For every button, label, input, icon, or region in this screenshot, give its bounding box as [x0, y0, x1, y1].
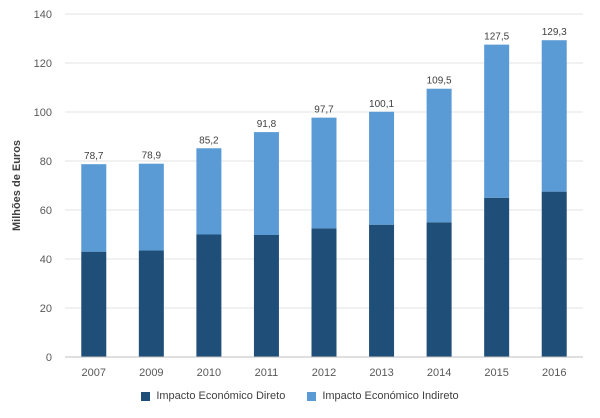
legend-label-direto: Impacto Económico Direto — [156, 390, 286, 402]
x-tick-label: 2016 — [542, 367, 566, 379]
y-tick-label: 100 — [34, 107, 52, 119]
y-tick-label: 20 — [40, 303, 52, 315]
y-axis-ticks: 0 20 40 60 80 100 120 140 — [34, 9, 52, 364]
x-tick-label: 2007 — [82, 367, 106, 379]
bar-indireto — [253, 132, 279, 235]
y-tick-label: 140 — [34, 9, 52, 21]
legend-swatch-indireto — [307, 391, 317, 401]
y-tick-label: 120 — [34, 58, 52, 70]
bar-total-label: 100,1 — [369, 99, 394, 110]
legend-item-indireto: Impacto Económico Indireto — [307, 390, 459, 402]
x-tick-label: 2015 — [484, 367, 508, 379]
y-axis-label: Milhões de Euros — [11, 140, 23, 231]
bar-total-label: 129,3 — [542, 27, 567, 38]
x-axis-ticks: 2007 2009 2010 2011 2012 2013 2014 2015 2016 — [82, 367, 567, 379]
legend: Impacto Económico Direto Impacto Económi… — [0, 390, 600, 402]
bar-direto — [81, 251, 107, 357]
bar-total-label: 109,5 — [427, 76, 452, 87]
bar-indireto — [369, 111, 395, 225]
bar-indireto — [81, 164, 107, 252]
bar-total-label: 85,2 — [199, 135, 219, 146]
bar-total-label: 97,7 — [314, 105, 334, 116]
bar-indireto — [484, 44, 510, 198]
bar-indireto — [426, 88, 452, 223]
total-labels: 78,7 78,9 85,2 91,8 97,7 100,1 109,5 127,5 129,3 — [84, 27, 567, 162]
x-tick-label: 2009 — [139, 367, 163, 379]
legend-swatch-direto — [141, 391, 151, 401]
bar-indireto — [196, 148, 222, 235]
bar-total-label: 78,7 — [84, 151, 104, 162]
x-tick-label: 2013 — [369, 367, 393, 379]
bar-direto — [138, 250, 164, 357]
legend-item-direto: Impacto Económico Direto — [141, 390, 285, 402]
bar-direto — [484, 197, 510, 357]
y-tick-label: 80 — [40, 156, 52, 168]
bar-direto — [541, 191, 567, 357]
bar-total-label: 78,9 — [142, 151, 162, 162]
x-tick-label: 2010 — [197, 367, 221, 379]
bar-indireto — [138, 163, 164, 251]
x-tick-label: 2012 — [312, 367, 336, 379]
bar-direto — [369, 224, 395, 357]
bar-direto — [196, 234, 222, 357]
bar-total-label: 127,5 — [484, 32, 509, 43]
bar-total-label: 91,8 — [257, 119, 277, 130]
bar-direto — [426, 222, 452, 357]
legend-label-indireto: Impacto Económico Indireto — [322, 390, 459, 402]
y-tick-label: 40 — [40, 254, 52, 266]
bar-direto — [311, 228, 337, 357]
y-tick-label: 60 — [40, 205, 52, 217]
x-tick-label: 2014 — [427, 367, 451, 379]
bars — [81, 40, 567, 357]
x-tick-label: 2011 — [255, 367, 279, 379]
bar-indireto — [311, 117, 337, 229]
stacked-bar-chart: 0 20 40 60 80 100 120 140 78,7 78,9 85,2 91,8 97,7 1… — [11, 9, 583, 379]
bar-direto — [253, 234, 279, 357]
y-tick-label: 0 — [46, 352, 52, 364]
bar-indireto — [541, 40, 567, 192]
